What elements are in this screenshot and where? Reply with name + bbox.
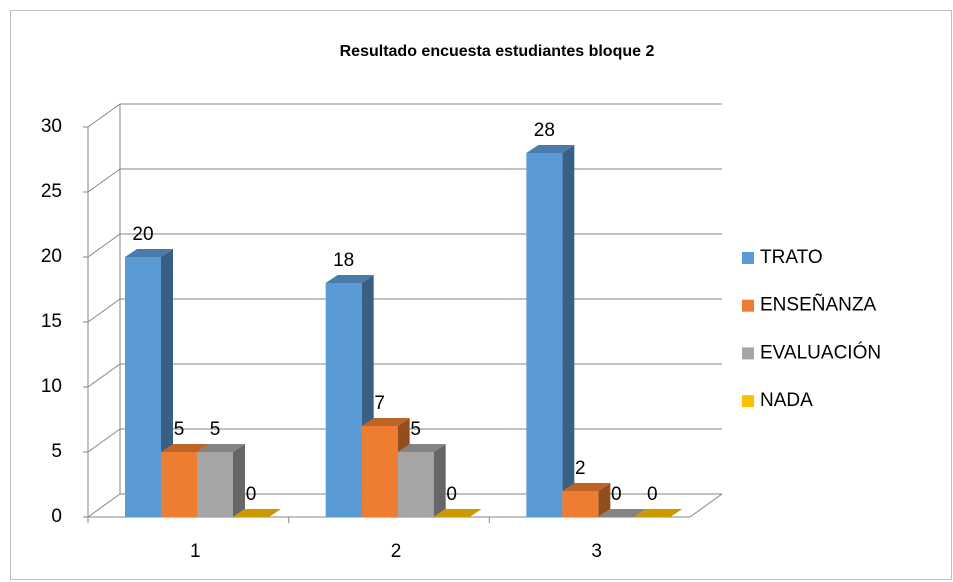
bar-front (562, 491, 599, 517)
bar-top (233, 509, 281, 517)
x-tick-label: 2 (391, 541, 402, 562)
y-tick-label: 5 (51, 441, 62, 462)
x-tick-label: 3 (591, 541, 602, 562)
bar-side (562, 145, 575, 517)
bar (634, 509, 683, 517)
data-label: 28 (534, 120, 555, 141)
data-label: 5 (210, 419, 221, 440)
bar-front (325, 283, 362, 517)
data-label: 5 (410, 419, 421, 440)
bar-front (197, 452, 233, 517)
data-label: 20 (132, 224, 153, 245)
legend-swatch (742, 252, 754, 264)
data-label: 0 (446, 484, 457, 505)
data-label: 2 (575, 458, 586, 479)
legend-label: TRATO (760, 247, 823, 268)
bar-top (634, 509, 683, 517)
x-tick-label: 1 (190, 541, 201, 562)
data-label: 0 (611, 484, 622, 505)
legend-swatch (742, 299, 754, 312)
bar (562, 483, 611, 517)
bar-side (233, 444, 245, 517)
grid-line (87, 233, 121, 258)
legend-label: NADA (760, 390, 813, 411)
data-label: 0 (246, 484, 257, 505)
bar (397, 444, 446, 517)
bar-side (433, 444, 446, 517)
bar (233, 509, 281, 517)
legend-label: ENSEÑANZA (760, 294, 876, 316)
bar (598, 509, 647, 517)
legend-label: EVALUACIÓN (760, 341, 881, 363)
bar-top (526, 145, 575, 153)
bar-front (526, 153, 563, 517)
bar-top (397, 444, 446, 452)
grid-line (87, 363, 121, 388)
data-label: 0 (647, 484, 658, 505)
bar-top (361, 418, 410, 426)
bar (433, 509, 482, 517)
y-tick-label: 0 (51, 506, 62, 527)
bar-side (598, 483, 611, 517)
bar (526, 145, 575, 517)
bar-top (598, 509, 647, 517)
bar-top (325, 275, 374, 283)
bar-top (433, 509, 482, 517)
bar-top (562, 483, 611, 491)
data-label: 18 (333, 250, 354, 271)
grid-line (87, 493, 121, 518)
bar (197, 444, 245, 517)
bar (361, 418, 410, 517)
bar-top (161, 444, 209, 452)
y-tick-label: 20 (41, 246, 62, 267)
bar-front (125, 257, 161, 517)
grid-line (87, 428, 121, 453)
bar-front (161, 452, 197, 517)
y-tick-label: 10 (41, 376, 62, 397)
grid-line (87, 103, 121, 128)
y-tick-label: 30 (41, 116, 62, 137)
y-tick-label: 25 (41, 181, 62, 202)
bar-top (197, 444, 245, 452)
chart-title: Resultado encuesta estudiantes bloque 2 (340, 43, 655, 60)
bar-front (361, 426, 398, 517)
grid-line (87, 298, 121, 323)
bar-front (397, 452, 434, 517)
data-label: 7 (374, 393, 385, 414)
grid-line (87, 168, 121, 193)
floor-right (689, 493, 723, 518)
legend-swatch (742, 395, 754, 408)
bar-top (125, 249, 173, 257)
y-tick-label: 15 (41, 311, 62, 332)
data-label: 5 (174, 419, 185, 440)
legend-swatch (742, 347, 754, 360)
